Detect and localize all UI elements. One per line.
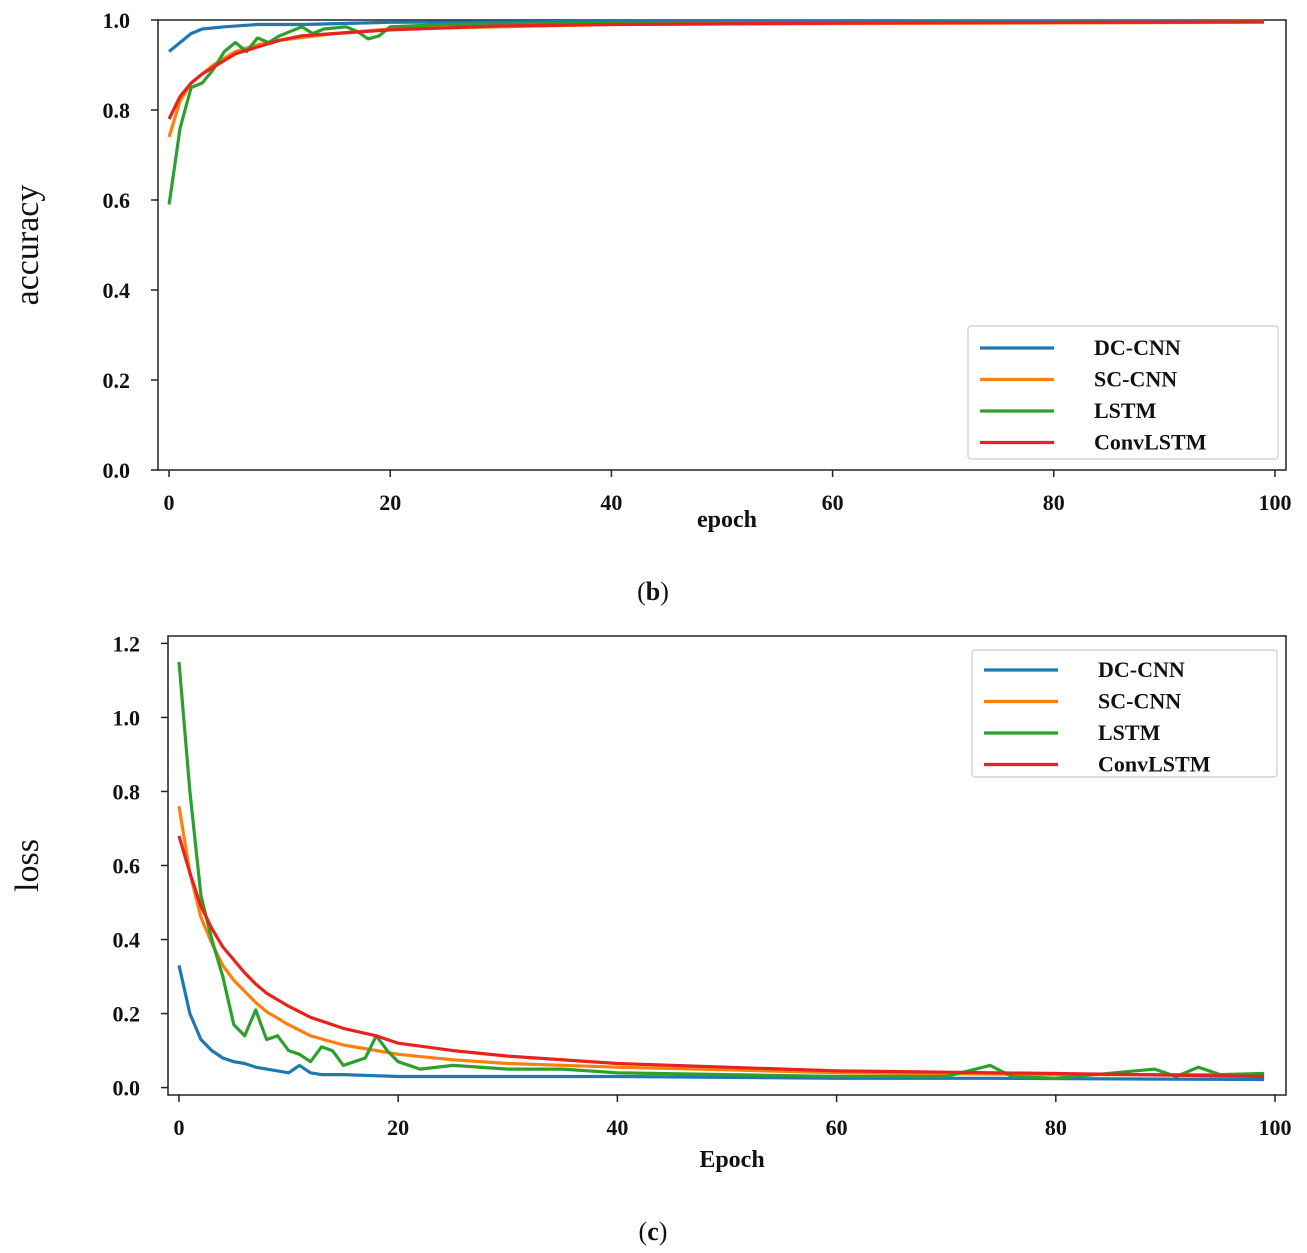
x-axis-label: epoch [697,507,757,533]
legend-box [967,325,1279,460]
y-tick-label: 1.2 [113,631,141,656]
series-line-lstm [167,19,1264,205]
x-tick-label: 20 [387,1115,409,1140]
x-tick-label: 0 [173,1115,184,1140]
x-tick-label: 60 [826,1115,848,1140]
legend-label-dc-cnn: DC-CNN [1098,657,1185,682]
y-tick-label: 0.2 [113,1002,141,1027]
series-line-sc-cnn [177,806,1265,1077]
caption-b-letter: b [646,577,660,606]
accuracy-chart: 0 20 40 60 80 100 0.0 0.2 0.4 0.6 0.8 1.0 epoch accur… [9,8,1291,533]
caption-b: (b) [637,577,669,606]
y-tick-label: 0.0 [113,1076,141,1101]
y-tick-label: 0.8 [103,98,131,123]
y-tick-label: 0.2 [103,368,131,393]
y-tick-label: 0.6 [103,188,131,213]
caption-c-letter: c [647,1217,659,1246]
x-tick-label: 0 [164,490,175,515]
legend-label-sc-cnn: SC-CNN [1094,367,1177,392]
legend-label-lstm: LSTM [1094,398,1157,423]
y-tick-label: 0.8 [113,779,141,804]
x-tick-label: 20 [379,490,401,515]
x-axis-label: Epoch [699,1147,764,1173]
x-tick-label: 100 [1259,1115,1292,1140]
caption-c: (c) [639,1217,668,1246]
legend-label-dc-cnn: DC-CNN [1094,335,1181,360]
y-tick-label: 0.4 [103,278,131,303]
y-tick-label: 0.0 [103,458,131,483]
y-tick-label: 0.4 [113,928,141,953]
loss-chart: 0 20 40 60 80 100 0.0 0.2 0.4 0.6 0.8 1.0 1.2 Epoch lo… [9,631,1292,1173]
series-line-convlstm [177,835,1265,1079]
series-line-dc-cnn [177,965,1265,1082]
legend: DC-CNN SC-CNN LSTM ConvLSTM [971,649,1278,778]
x-tick-label: 80 [1043,490,1065,515]
x-tick-label: 100 [1258,490,1291,515]
y-tick-label: 1.0 [113,705,141,730]
legend-label-lstm: LSTM [1098,720,1161,745]
legend-label-sc-cnn: SC-CNN [1098,689,1181,714]
legend: DC-CNN SC-CNN LSTM ConvLSTM [967,325,1279,460]
x-tick-label: 40 [606,1115,628,1140]
x-tick-label: 80 [1045,1115,1067,1140]
y-axis-label: accuracy [9,185,46,306]
legend-label-convlstm: ConvLSTM [1098,752,1211,777]
y-tick-label: 0.6 [113,854,141,879]
y-tick-label: 1.0 [103,8,131,33]
series-line-convlstm [167,20,1264,120]
x-tick-label: 60 [822,490,844,515]
x-tick-label: 40 [600,490,622,515]
y-axis-label: loss [9,839,46,892]
legend-box [971,649,1278,778]
series-line-sc-cnn [167,20,1264,138]
series-line-dc-cnn [168,19,1264,53]
legend-label-convlstm: ConvLSTM [1094,430,1207,455]
